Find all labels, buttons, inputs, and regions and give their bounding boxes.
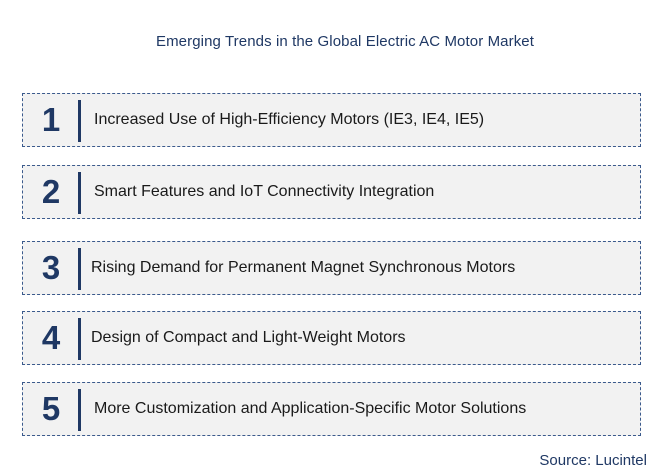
trend-number: 5 — [41, 390, 61, 427]
trend-label: Rising Demand for Permanent Magnet Synch… — [91, 259, 516, 276]
trend-item-2: 2 Smart Features and IoT Connectivity In… — [22, 165, 641, 219]
trend-number: 4 — [41, 319, 61, 356]
trend-divider — [78, 172, 81, 214]
trend-label: More Customization and Application-Speci… — [94, 400, 527, 417]
trend-item-5: 5 More Customization and Application-Spe… — [22, 382, 641, 436]
trend-divider — [78, 248, 81, 290]
trend-item-3: 3 Rising Demand for Permanent Magnet Syn… — [22, 241, 641, 295]
trend-label: Smart Features and IoT Connectivity Inte… — [94, 183, 435, 200]
trend-item-1: 1 Increased Use of High-Efficiency Motor… — [22, 93, 641, 147]
trend-number: 1 — [41, 101, 61, 138]
trend-divider — [78, 100, 81, 142]
trend-divider — [78, 389, 81, 431]
trend-number: 2 — [41, 173, 61, 210]
trend-number: 3 — [41, 249, 61, 286]
trend-divider — [78, 318, 81, 360]
source-credit: Source: Lucintel — [539, 452, 647, 469]
trend-label: Increased Use of High-Efficiency Motors … — [94, 111, 485, 128]
trend-item-4: 4 Design of Compact and Light-Weight Mot… — [22, 311, 641, 365]
trend-label: Design of Compact and Light-Weight Motor… — [91, 329, 406, 346]
diagram-title: Emerging Trends in the Global Electric A… — [155, 33, 535, 50]
